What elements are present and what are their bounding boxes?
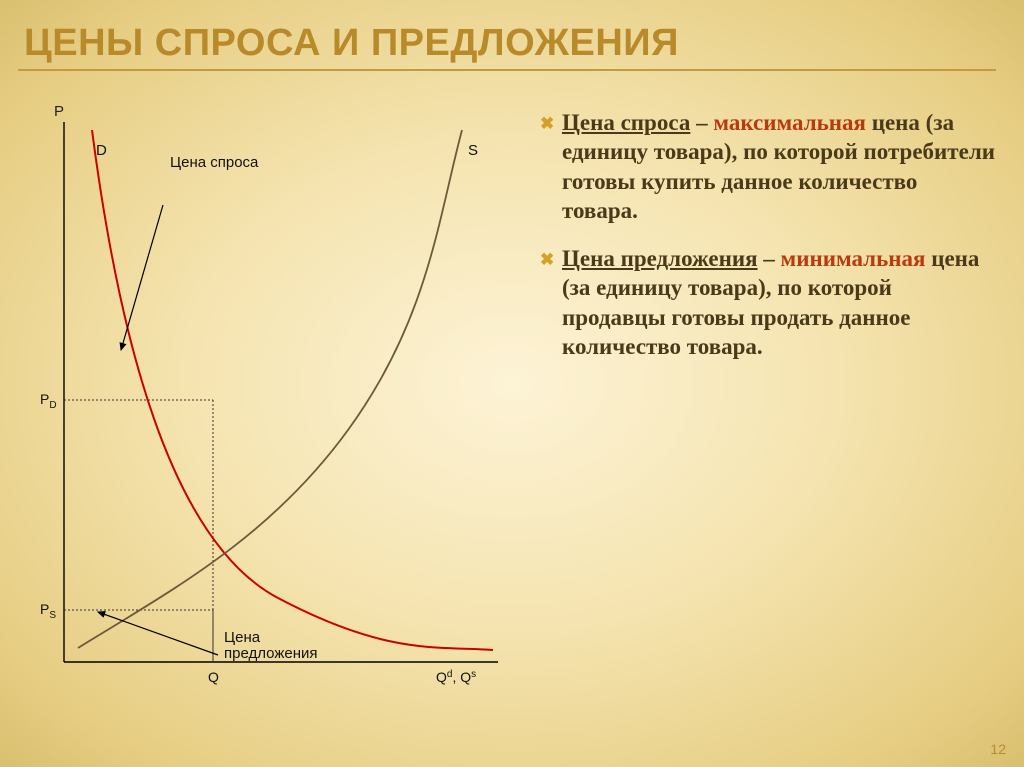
title-underline — [18, 69, 996, 71]
demand-curve — [92, 130, 493, 650]
supply-curve — [78, 130, 462, 648]
ps-label: PS — [40, 601, 56, 621]
y-axis-label: P — [54, 103, 64, 120]
supply-annotation-1: Цена — [224, 629, 261, 646]
x-axis-right-label: Qd, Qs — [436, 669, 476, 685]
supply-demand-chart: P D S Цена спроса Цена предложения PD PS… — [18, 100, 518, 720]
slide-title: ЦЕНЫ СПРОСА И ПРЕДЛОЖЕНИЯ — [24, 22, 996, 65]
demand-annotation: Цена спроса — [170, 154, 259, 171]
title-block: ЦЕНЫ СПРОСА И ПРЕДЛОЖЕНИЯ — [24, 22, 996, 71]
demand-arrow — [121, 205, 163, 350]
slide: ЦЕНЫ СПРОСА И ПРЕДЛОЖЕНИЯ P D S Цена спр… — [0, 0, 1024, 767]
supply-label: S — [468, 142, 478, 159]
page-number: 12 — [990, 741, 1006, 757]
term: Цена предложения — [562, 246, 758, 271]
supply-annotation-2: предложения — [224, 645, 318, 662]
bullet-2-text: Цена предложения – минимальная цена (за … — [562, 244, 995, 362]
bullet-icon: ✖ — [540, 114, 562, 134]
pd-label: PD — [40, 391, 57, 411]
text-column: ✖ Цена спроса – максимальная цена (за ед… — [540, 108, 995, 380]
bullet-icon: ✖ — [540, 250, 562, 270]
bullet-1: ✖ Цена спроса – максимальная цена (за ед… — [540, 108, 995, 226]
bullet-2: ✖ Цена предложения – минимальная цена (з… — [540, 244, 995, 362]
supply-arrow — [98, 612, 218, 655]
term: Цена спроса — [562, 110, 690, 135]
demand-label: D — [96, 142, 107, 159]
bullet-1-text: Цена спроса – максимальная цена (за един… — [562, 108, 995, 226]
q-tick-label: Q — [208, 669, 219, 685]
accent-word: максимальная — [713, 110, 866, 135]
accent-word: минимальная — [781, 246, 926, 271]
